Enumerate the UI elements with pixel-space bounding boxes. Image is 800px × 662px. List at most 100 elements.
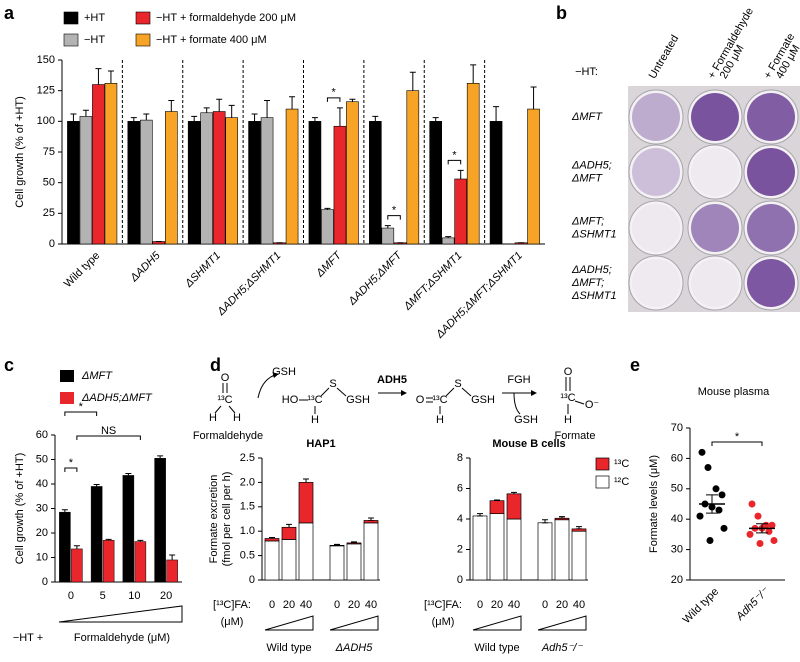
legend-swatch xyxy=(595,457,610,471)
bar xyxy=(187,121,201,245)
y-tick-label: 40 xyxy=(36,478,48,490)
significance-bracket xyxy=(76,435,141,440)
error-bar xyxy=(95,68,102,85)
bar xyxy=(134,541,147,583)
group-label: Wild type xyxy=(266,642,311,654)
bar xyxy=(127,121,141,245)
sem-bar xyxy=(756,523,768,534)
y-tick-label: 60 xyxy=(671,452,683,464)
chart-title: Mouse B cells xyxy=(492,438,565,450)
data-point xyxy=(696,512,704,520)
error-bar xyxy=(336,107,343,127)
x-tick-label: Wild type xyxy=(62,250,102,290)
scheme-text: H xyxy=(209,412,217,424)
x-tick-label: ΔMFT xyxy=(313,249,344,280)
y-tick-label: 25 xyxy=(43,207,55,219)
bar xyxy=(166,559,178,583)
y-tick-label: 6 xyxy=(457,482,463,494)
x-tick-label: 0 xyxy=(68,590,74,602)
error-bar xyxy=(130,117,137,122)
x-tick-label: 5 xyxy=(100,590,106,602)
data-point xyxy=(768,521,776,529)
bar-segment xyxy=(298,482,314,524)
bar-segment xyxy=(554,517,570,521)
error-bar xyxy=(251,113,258,122)
legend-swatch xyxy=(595,475,610,489)
bar xyxy=(59,511,71,583)
bar-segment xyxy=(489,513,505,581)
y-tick-label: 70 xyxy=(671,422,683,434)
plate xyxy=(628,89,684,145)
bar-segment xyxy=(506,493,522,520)
bar xyxy=(429,121,442,245)
error-bar xyxy=(169,554,176,560)
data-point xyxy=(704,464,712,472)
error-bar xyxy=(349,98,356,102)
panel-label: c xyxy=(4,355,14,375)
row-label: ΔMFT xyxy=(571,172,603,184)
data-point xyxy=(712,485,720,493)
error-bar xyxy=(494,499,500,501)
error-bar xyxy=(576,526,582,529)
bar-segment xyxy=(264,538,280,542)
data-point xyxy=(720,524,728,532)
bar xyxy=(285,108,299,245)
plate xyxy=(687,255,743,311)
plate-stain xyxy=(691,259,739,307)
scheme-text: H xyxy=(436,414,444,426)
scheme-text: GSH xyxy=(346,394,370,406)
bar xyxy=(122,475,135,583)
error-bar xyxy=(228,104,235,118)
data-point xyxy=(706,536,714,544)
plate-stain xyxy=(691,204,739,252)
gradient-wedge xyxy=(58,605,183,623)
legend-swatch xyxy=(60,392,74,404)
bar-segment xyxy=(489,500,505,515)
scheme-text: O xyxy=(221,372,230,384)
bar xyxy=(140,119,153,245)
y-tick-label: 20 xyxy=(36,527,48,539)
plate-stain xyxy=(632,93,680,141)
error-bar xyxy=(216,98,223,112)
scheme-text: Formate xyxy=(555,430,596,442)
bar xyxy=(308,121,322,245)
plate xyxy=(628,200,684,256)
bar xyxy=(333,125,347,245)
bar xyxy=(104,83,118,245)
scheme-text: S xyxy=(454,378,461,390)
row-label: ΔSHMT1 xyxy=(571,290,617,302)
x-row-label: [¹³C]FA: xyxy=(213,599,251,611)
y-axis-label: (fmol per cell per h) xyxy=(221,472,233,567)
x-tick-label: 40 xyxy=(300,599,312,611)
bar xyxy=(248,121,261,245)
data-point xyxy=(748,500,756,508)
scheme-text: O⁻ xyxy=(585,399,600,411)
x-tick-label: 10 xyxy=(128,590,140,602)
x-tick-label: 20 xyxy=(160,590,172,602)
y-tick-label: 30 xyxy=(671,544,683,556)
bar-segment xyxy=(537,522,553,581)
x-tick-label: 40 xyxy=(365,599,377,611)
plate-stain xyxy=(632,148,680,196)
bar xyxy=(225,117,238,245)
y-tick-label: 8 xyxy=(457,452,463,464)
error-bar xyxy=(137,539,144,542)
legend-label: −HT + formate 400 μM xyxy=(156,34,267,46)
significance-bracket xyxy=(447,159,462,165)
x-tick-label: ΔSHMT1 xyxy=(182,250,223,291)
x-tick-label: Adh5⁻/⁻ xyxy=(733,585,772,624)
bar xyxy=(489,121,503,245)
legend-label: −HT xyxy=(84,34,105,46)
y-tick-label: 0 xyxy=(457,574,463,586)
row-label: ΔMFT; xyxy=(571,215,604,227)
y-tick-label: 60 xyxy=(36,429,48,441)
bar xyxy=(466,83,480,245)
data-point xyxy=(770,536,778,544)
bar-segment xyxy=(264,540,280,581)
plate xyxy=(628,144,684,200)
bar xyxy=(406,90,420,245)
y-tick-label: 125 xyxy=(37,85,55,97)
scheme-text: GSH xyxy=(272,366,296,378)
error-bar xyxy=(457,169,464,179)
significance-bracket xyxy=(711,441,763,446)
